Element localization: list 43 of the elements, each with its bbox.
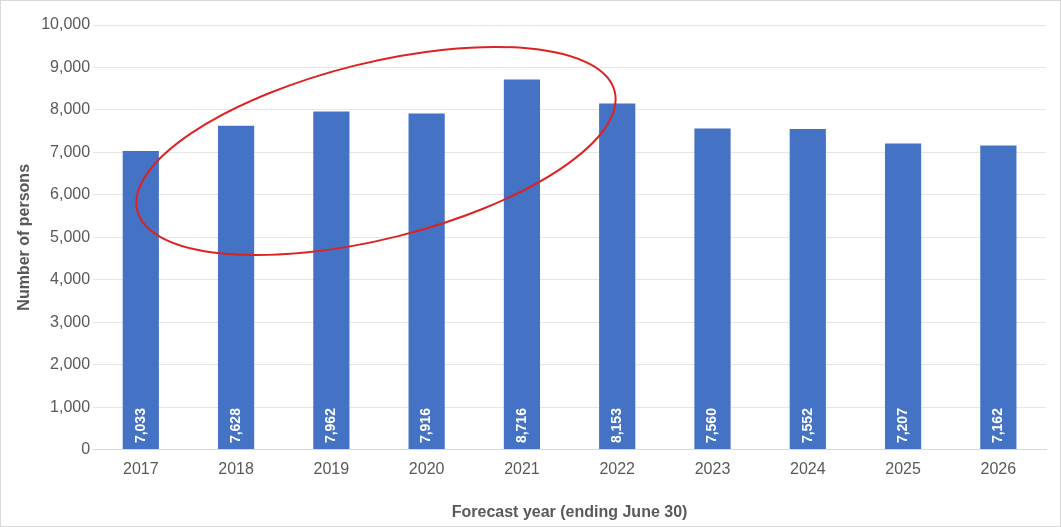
bar: [503, 79, 541, 450]
x-tick-label: 2017: [122, 459, 159, 477]
y-axis-title: Number of persons: [15, 163, 33, 311]
data-label: 7,962: [322, 407, 339, 444]
x-tick-label: 2020: [408, 459, 445, 477]
x-tick-label: 2025: [885, 459, 921, 477]
x-tick-label: 2021: [504, 459, 540, 477]
x-axis-title: Forecast year (ending June 30): [451, 502, 688, 520]
y-tick-label: 2,000: [50, 355, 91, 373]
data-label: 7,916: [417, 407, 434, 444]
data-label: 7,207: [893, 407, 910, 444]
data-label: 7,552: [798, 407, 815, 444]
y-tick-label: 3,000: [50, 312, 91, 330]
data-label: 8,716: [512, 407, 529, 444]
x-tick-label: 2018: [218, 459, 254, 477]
y-tick-label: 10,000: [41, 15, 91, 33]
bar: [789, 128, 826, 450]
bar: [694, 128, 731, 450]
y-tick-label: 0: [81, 440, 91, 458]
x-tick-label: 2023: [694, 459, 731, 477]
bar: [980, 145, 1017, 450]
bar: [313, 111, 350, 450]
data-label: 8,153: [608, 407, 625, 444]
x-tick-label: 2019: [313, 459, 350, 477]
data-label: 7,560: [703, 407, 720, 444]
x-tick-label: 2022: [599, 459, 636, 477]
data-label: 7,628: [226, 407, 243, 444]
data-label: 7,033: [131, 407, 148, 444]
bar: [122, 150, 159, 450]
bar: [408, 113, 445, 450]
x-tick-label: 2026: [980, 459, 1017, 477]
data-label: 7,162: [989, 407, 1006, 444]
bar: [217, 125, 255, 450]
bar: [599, 103, 636, 450]
y-tick-label: 6,000: [50, 185, 91, 203]
y-tick-label: 5,000: [50, 227, 91, 245]
y-tick-label: 1,000: [50, 397, 91, 415]
y-tick-label: 9,000: [50, 57, 91, 75]
y-tick-label: 4,000: [50, 270, 91, 288]
bar: [884, 143, 922, 450]
y-tick-label: 7,000: [50, 142, 91, 160]
y-tick-label: 8,000: [50, 100, 91, 118]
x-tick-label: 2024: [789, 459, 826, 477]
